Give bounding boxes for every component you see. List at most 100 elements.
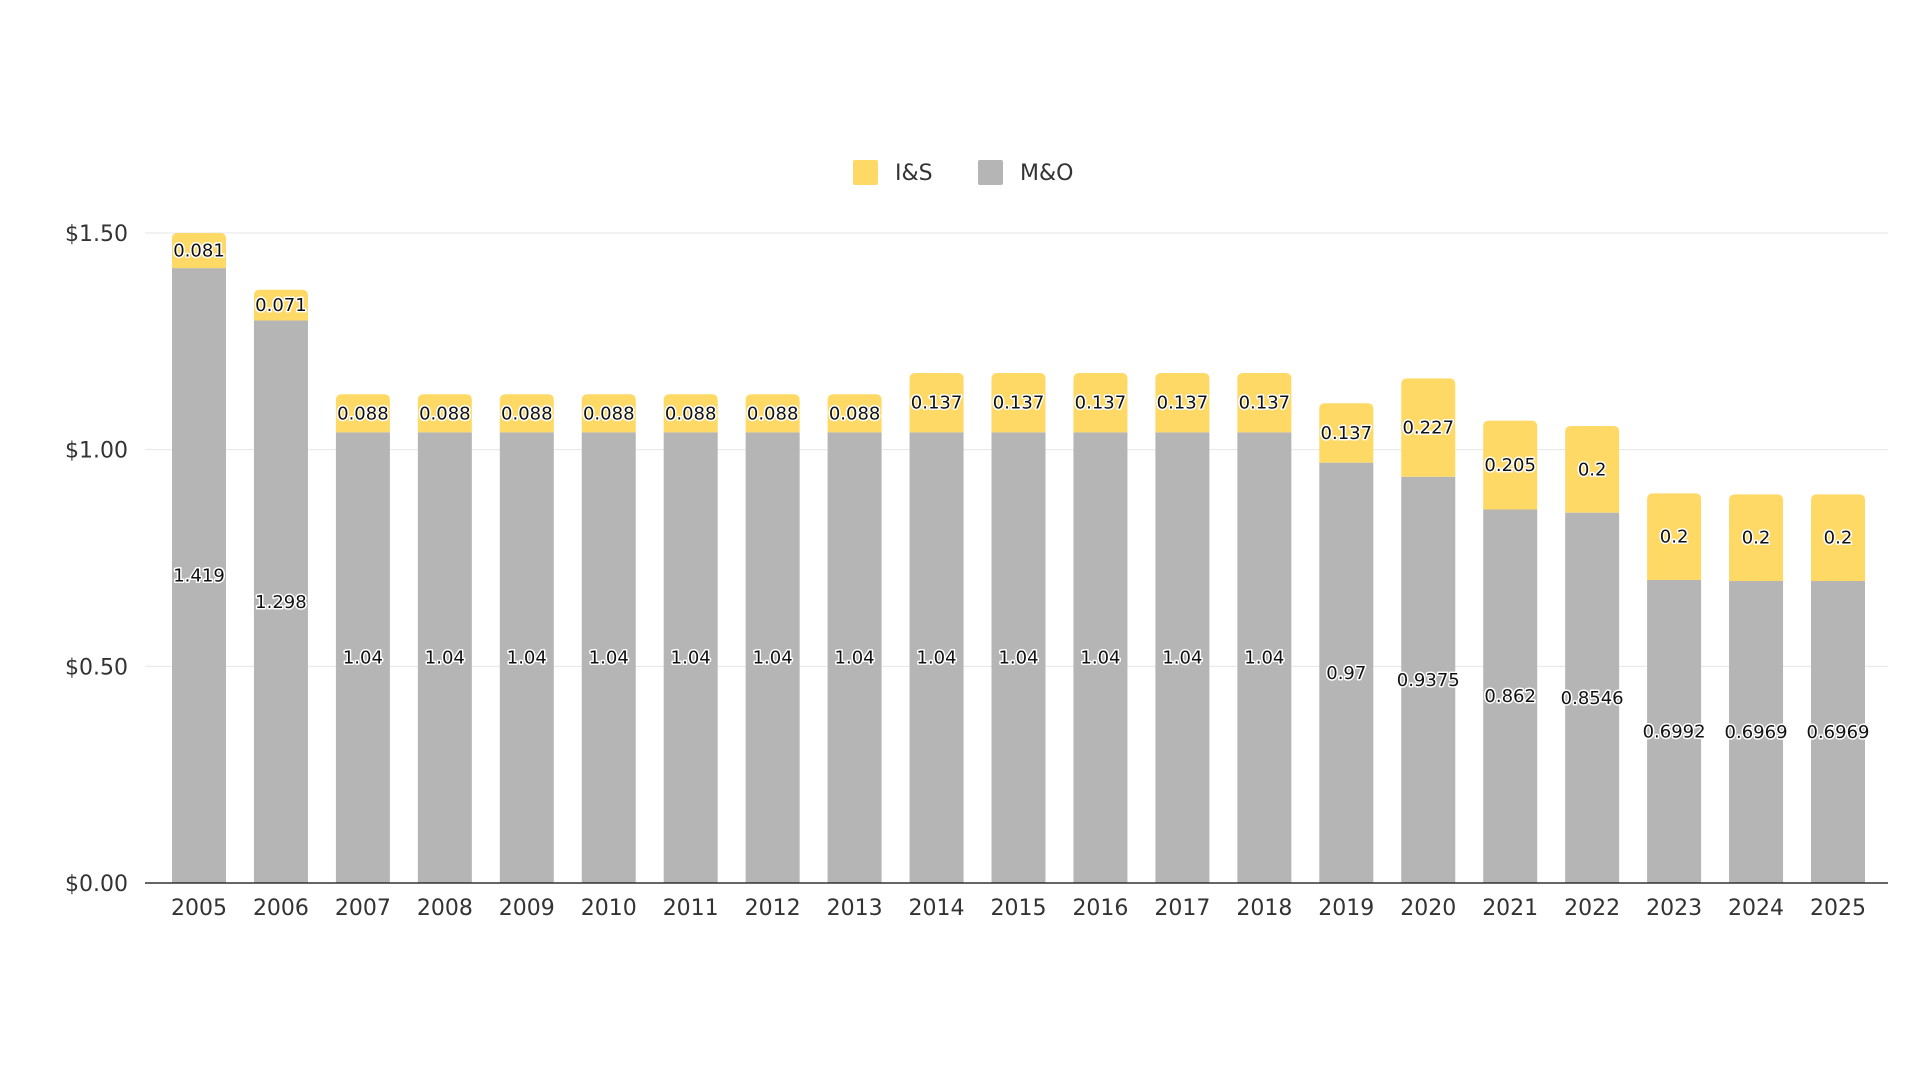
legend[interactable]: I&S M&O bbox=[853, 160, 1073, 186]
bar-mo[interactable] bbox=[253, 320, 308, 883]
bar-is[interactable] bbox=[1729, 494, 1784, 582]
data-label-mo: 1.04 bbox=[1080, 648, 1120, 669]
data-label-mo: 1.419 bbox=[173, 566, 225, 587]
data-label-is: 0.2 bbox=[1742, 528, 1771, 549]
bar-mo[interactable] bbox=[1811, 581, 1865, 883]
data-label-mo: 1.04 bbox=[425, 648, 465, 669]
x-tick-label: 2010 bbox=[581, 896, 637, 921]
x-tick-label: 2013 bbox=[827, 896, 883, 921]
bar-mo[interactable] bbox=[1483, 509, 1538, 883]
bar-is[interactable] bbox=[1565, 426, 1620, 513]
bar-is[interactable] bbox=[1401, 378, 1456, 477]
bar-is[interactable] bbox=[745, 394, 800, 433]
x-tick-label: 2005 bbox=[171, 896, 227, 921]
data-label-mo: 1.04 bbox=[998, 648, 1038, 669]
x-tick-label: 2015 bbox=[991, 896, 1047, 921]
x-tick-label: 2017 bbox=[1154, 896, 1210, 921]
legend-swatch[interactable] bbox=[853, 160, 878, 185]
bar-is[interactable] bbox=[335, 394, 390, 433]
bar-is[interactable] bbox=[991, 372, 1046, 433]
bar-is[interactable] bbox=[1811, 494, 1865, 582]
bar-is[interactable] bbox=[1237, 372, 1292, 433]
x-tick-label: 2022 bbox=[1564, 896, 1620, 921]
data-labels: 1.419 0.081 1.298 0.071 1.04 0.088 1.04 0.088 1.… bbox=[172, 239, 1871, 744]
y-tick-label: $0.50 bbox=[65, 655, 128, 680]
bar-mo[interactable] bbox=[499, 432, 554, 883]
bar-mo[interactable] bbox=[745, 432, 800, 883]
bar-mo[interactable] bbox=[172, 268, 226, 884]
data-label-is: 0.088 bbox=[665, 403, 717, 424]
bar-mo[interactable] bbox=[1729, 581, 1784, 883]
bar-is[interactable] bbox=[909, 372, 964, 433]
x-tick-label: 2019 bbox=[1318, 896, 1374, 921]
y-tick-label: $1.50 bbox=[65, 222, 128, 247]
data-label-is: 0.081 bbox=[173, 241, 225, 262]
bar-is[interactable] bbox=[253, 289, 308, 321]
bar-mo[interactable] bbox=[1565, 512, 1620, 883]
x-tick-label: 2006 bbox=[253, 896, 309, 921]
data-label-is: 0.137 bbox=[1239, 393, 1291, 414]
bar-mo[interactable] bbox=[1401, 476, 1456, 883]
data-label-is: 0.137 bbox=[1075, 393, 1127, 414]
data-label-is: 0.227 bbox=[1402, 418, 1454, 439]
x-tick-label: 2023 bbox=[1646, 896, 1702, 921]
bar-mo[interactable] bbox=[1073, 432, 1128, 883]
data-label-mo: 1.04 bbox=[1162, 648, 1202, 669]
bar-mo[interactable] bbox=[1647, 580, 1702, 883]
x-tick-label: 2025 bbox=[1810, 896, 1866, 921]
x-tick-label: 2008 bbox=[417, 896, 473, 921]
bar-is[interactable] bbox=[1319, 403, 1374, 463]
data-label-is: 0.2 bbox=[1578, 459, 1607, 480]
bar-is[interactable] bbox=[417, 394, 472, 433]
data-label-mo: 1.04 bbox=[589, 648, 629, 669]
data-label-is: 0.205 bbox=[1484, 455, 1536, 476]
bar-is[interactable] bbox=[581, 394, 636, 433]
data-label-is: 0.137 bbox=[1157, 393, 1209, 414]
bar-is[interactable] bbox=[1155, 372, 1210, 433]
data-label-mo: 1.04 bbox=[835, 648, 875, 669]
bar-mo[interactable] bbox=[663, 432, 718, 883]
bar-mo[interactable] bbox=[1237, 432, 1292, 883]
data-label-mo: 0.97 bbox=[1326, 663, 1366, 684]
data-label-is: 0.088 bbox=[419, 403, 471, 424]
bar-mo[interactable] bbox=[581, 432, 636, 883]
data-label-mo: 0.6969 bbox=[1725, 722, 1788, 743]
data-label-is: 0.137 bbox=[911, 393, 963, 414]
data-label-mo: 1.04 bbox=[507, 648, 547, 669]
bar-is[interactable] bbox=[1483, 420, 1538, 510]
y-tick-label: $1.00 bbox=[65, 439, 128, 464]
legend-label[interactable]: M&O bbox=[1020, 161, 1073, 186]
bar-mo[interactable] bbox=[335, 432, 390, 883]
x-tick-label: 2007 bbox=[335, 896, 391, 921]
bar-mo[interactable] bbox=[909, 432, 964, 883]
data-label-mo: 0.9375 bbox=[1397, 670, 1460, 691]
data-label-is: 0.088 bbox=[337, 403, 389, 424]
bar-is[interactable] bbox=[827, 394, 882, 433]
bar-mo[interactable] bbox=[417, 432, 472, 883]
x-tick-label: 2014 bbox=[909, 896, 965, 921]
bar-mo[interactable] bbox=[827, 432, 882, 883]
bar-is[interactable] bbox=[1073, 372, 1128, 433]
data-label-mo: 0.6992 bbox=[1643, 722, 1706, 743]
axes: $0.00 $0.50 $1.00 $1.50 2005 2006 2007 2008 2009… bbox=[65, 222, 1888, 921]
x-tick-label: 2009 bbox=[499, 896, 555, 921]
data-label-mo: 1.04 bbox=[671, 648, 711, 669]
bar-is[interactable] bbox=[499, 394, 554, 433]
bars bbox=[172, 233, 1865, 884]
bar-mo[interactable] bbox=[1155, 432, 1210, 883]
data-label-is: 0.088 bbox=[583, 403, 635, 424]
x-tick-label: 2021 bbox=[1482, 896, 1538, 921]
data-label-is: 0.137 bbox=[1321, 423, 1373, 444]
bar-is[interactable] bbox=[663, 394, 718, 433]
bar-mo[interactable] bbox=[1319, 462, 1374, 883]
data-label-mo: 1.04 bbox=[343, 648, 383, 669]
legend-label[interactable]: I&S bbox=[895, 161, 933, 186]
bar-is[interactable] bbox=[1647, 493, 1702, 581]
legend-swatch[interactable] bbox=[978, 160, 1003, 185]
bar-mo[interactable] bbox=[991, 432, 1046, 883]
data-label-is: 0.2 bbox=[1660, 527, 1689, 548]
data-label-is: 0.071 bbox=[255, 295, 307, 316]
x-tick-label: 2020 bbox=[1400, 896, 1456, 921]
bar-is[interactable] bbox=[172, 233, 226, 269]
